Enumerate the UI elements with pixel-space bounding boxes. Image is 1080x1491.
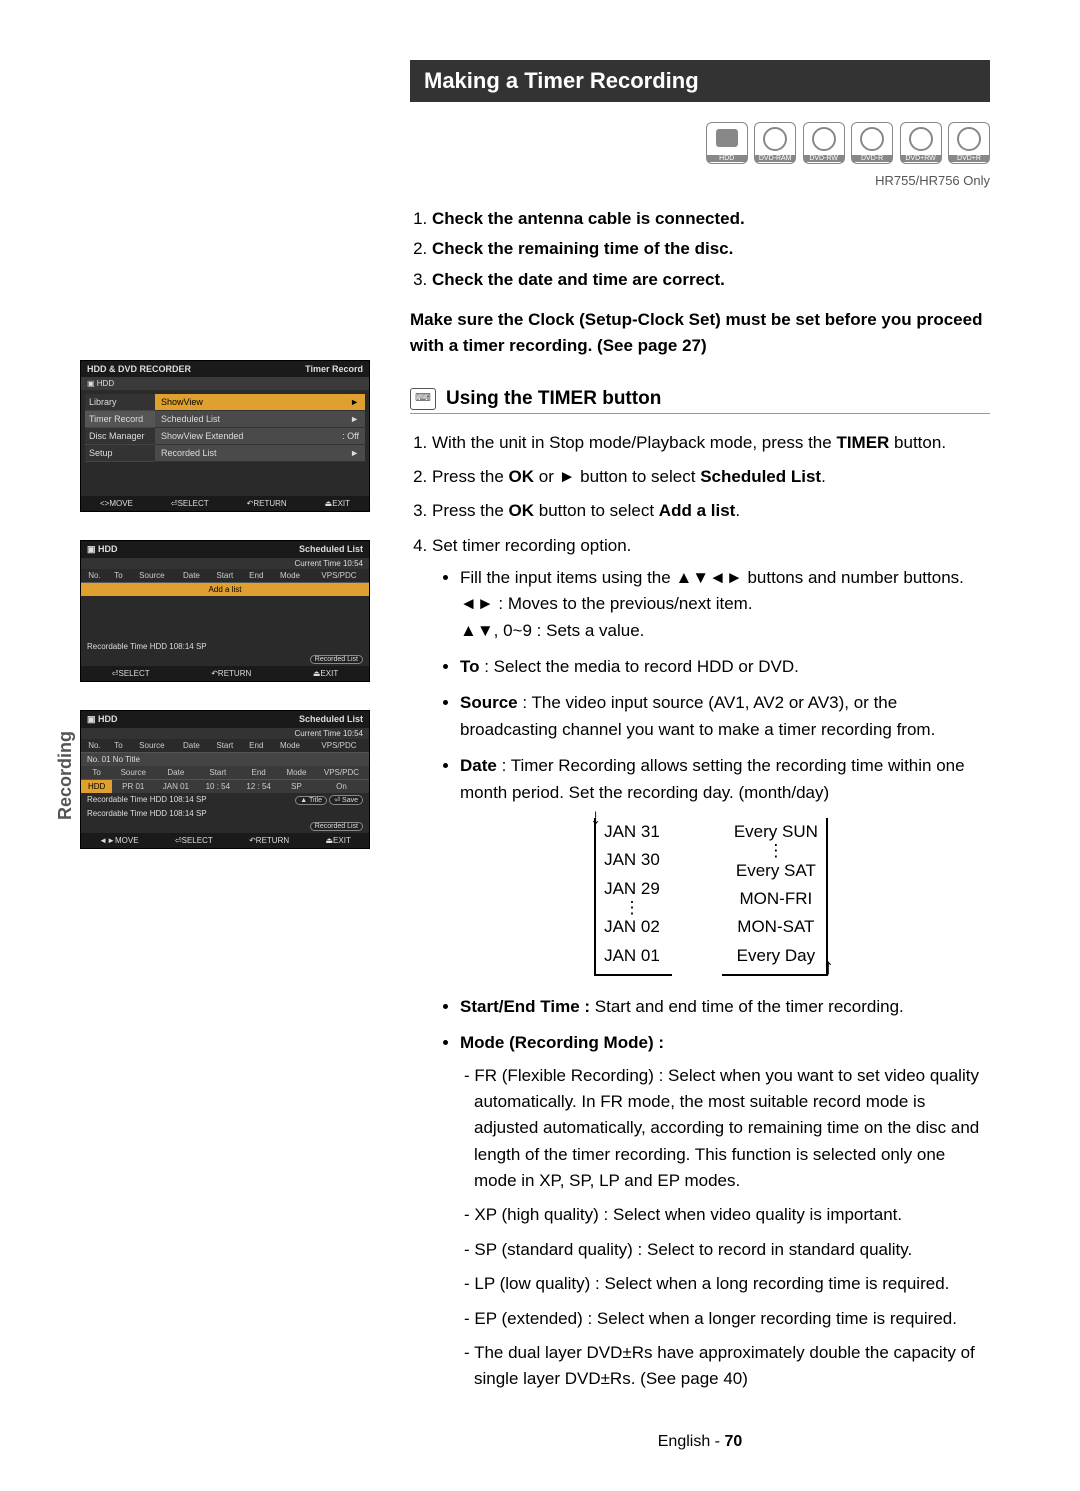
screenshot-scheduled-empty: ▣ HDDScheduled List Current Time 10:54 N… xyxy=(80,540,370,682)
date-diagram: ↓ JAN 31 JAN 30 JAN 29 ⋮ JAN 02 JAN 01 E… xyxy=(432,818,990,976)
screenshot-menu: HDD & DVD RECORDERTimer Record ▣ HDD Lib… xyxy=(80,360,370,512)
page-footer: English - 70 xyxy=(410,1433,990,1451)
dvd-plus-r-icon: DVD+R xyxy=(948,122,990,164)
model-note: HR755/HR756 Only xyxy=(410,173,990,188)
dvd-rw-icon: DVD-RW xyxy=(803,122,845,164)
checklist: Check the antenna cable is connected. Ch… xyxy=(410,206,990,360)
using-timer-header: ⌨ Using the TIMER button xyxy=(410,388,990,414)
clock-note: Make sure the Clock (Setup-Clock Set) mu… xyxy=(410,310,982,355)
section-header: Making a Timer Recording xyxy=(410,60,990,102)
screenshot-scheduled-edit: ▣ HDDScheduled List Current Time 10:54 N… xyxy=(80,710,370,849)
dvd-ram-icon: DVD-RAM xyxy=(754,122,796,164)
media-icons: HDD DVD-RAM DVD-RW DVD-R DVD+RW DVD+R xyxy=(410,122,990,169)
dvd-r-icon: DVD-R xyxy=(851,122,893,164)
section-tab: Recording xyxy=(55,731,76,820)
steps-list: With the unit in Stop mode/Playback mode… xyxy=(410,430,990,1393)
remote-icon: ⌨ xyxy=(410,388,436,410)
hdd-icon: HDD xyxy=(706,122,748,164)
dvd-plus-rw-icon: DVD+RW xyxy=(900,122,942,164)
